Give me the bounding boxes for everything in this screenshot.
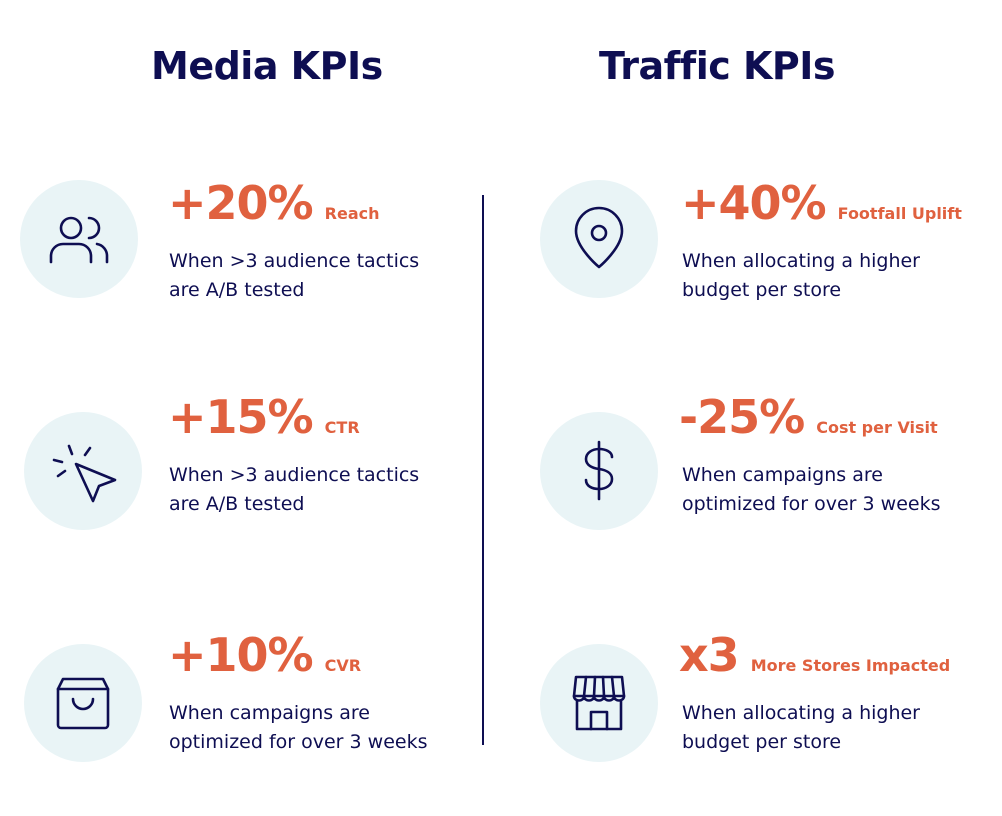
stat-value: -25% xyxy=(679,390,805,444)
stat-value: +20% xyxy=(168,176,314,230)
cost-per-visit-description: When campaigns are optimized for over 3 … xyxy=(682,461,941,519)
column-divider xyxy=(482,195,484,745)
shopping-bag-icon xyxy=(24,644,142,762)
stat-label: Footfall Uplift xyxy=(837,204,962,223)
description-line: When allocating a higher xyxy=(682,702,920,724)
description-line: When campaigns are xyxy=(682,464,883,486)
dollar-icon xyxy=(540,412,658,530)
ctr-stat: +15% CTR xyxy=(168,390,360,444)
stat-label: More Stores Impacted xyxy=(750,656,951,675)
description-line: optimized for over 3 weeks xyxy=(169,731,428,753)
description-line: budget per store xyxy=(682,731,842,753)
footfall-stat: +40% Footfall Uplift xyxy=(681,176,962,230)
reach-description: When >3 audience tactics are A/B tested xyxy=(169,247,419,305)
cvr-description: When campaigns are optimized for over 3 … xyxy=(169,699,428,757)
description-line: are A/B tested xyxy=(169,493,305,515)
description-line: When allocating a higher xyxy=(682,250,920,272)
stat-label: Reach xyxy=(324,204,380,223)
cvr-stat: +10% CVR xyxy=(168,628,361,682)
stat-label: Cost per Visit xyxy=(816,418,938,437)
description-line: When >3 audience tactics xyxy=(169,250,420,272)
description-line: budget per store xyxy=(682,279,842,301)
description-line: are A/B tested xyxy=(169,279,305,301)
footfall-description: When allocating a higher budget per stor… xyxy=(682,247,920,305)
stat-value: +40% xyxy=(681,176,827,230)
cursor-click-icon xyxy=(24,412,142,530)
stores-impacted-stat: x3 More Stores Impacted xyxy=(679,628,950,682)
stores-impacted-description: When allocating a higher budget per stor… xyxy=(682,699,920,757)
ctr-description: When >3 audience tactics are A/B tested xyxy=(169,461,419,519)
stat-value: +15% xyxy=(168,390,314,444)
media-kpis-title: Media KPIs xyxy=(151,44,383,88)
stat-value: x3 xyxy=(679,628,740,682)
description-line: optimized for over 3 weeks xyxy=(682,493,941,515)
storefront-icon xyxy=(540,644,658,762)
stat-label: CTR xyxy=(324,418,360,437)
map-pin-icon xyxy=(540,180,658,298)
description-line: When campaigns are xyxy=(169,702,370,724)
traffic-kpis-title: Traffic KPIs xyxy=(599,44,836,88)
stat-value: +10% xyxy=(168,628,314,682)
cost-per-visit-stat: -25% Cost per Visit xyxy=(679,390,938,444)
users-icon xyxy=(20,180,138,298)
stat-label: CVR xyxy=(324,656,362,675)
description-line: When >3 audience tactics xyxy=(169,464,420,486)
reach-stat: +20% Reach xyxy=(168,176,380,230)
